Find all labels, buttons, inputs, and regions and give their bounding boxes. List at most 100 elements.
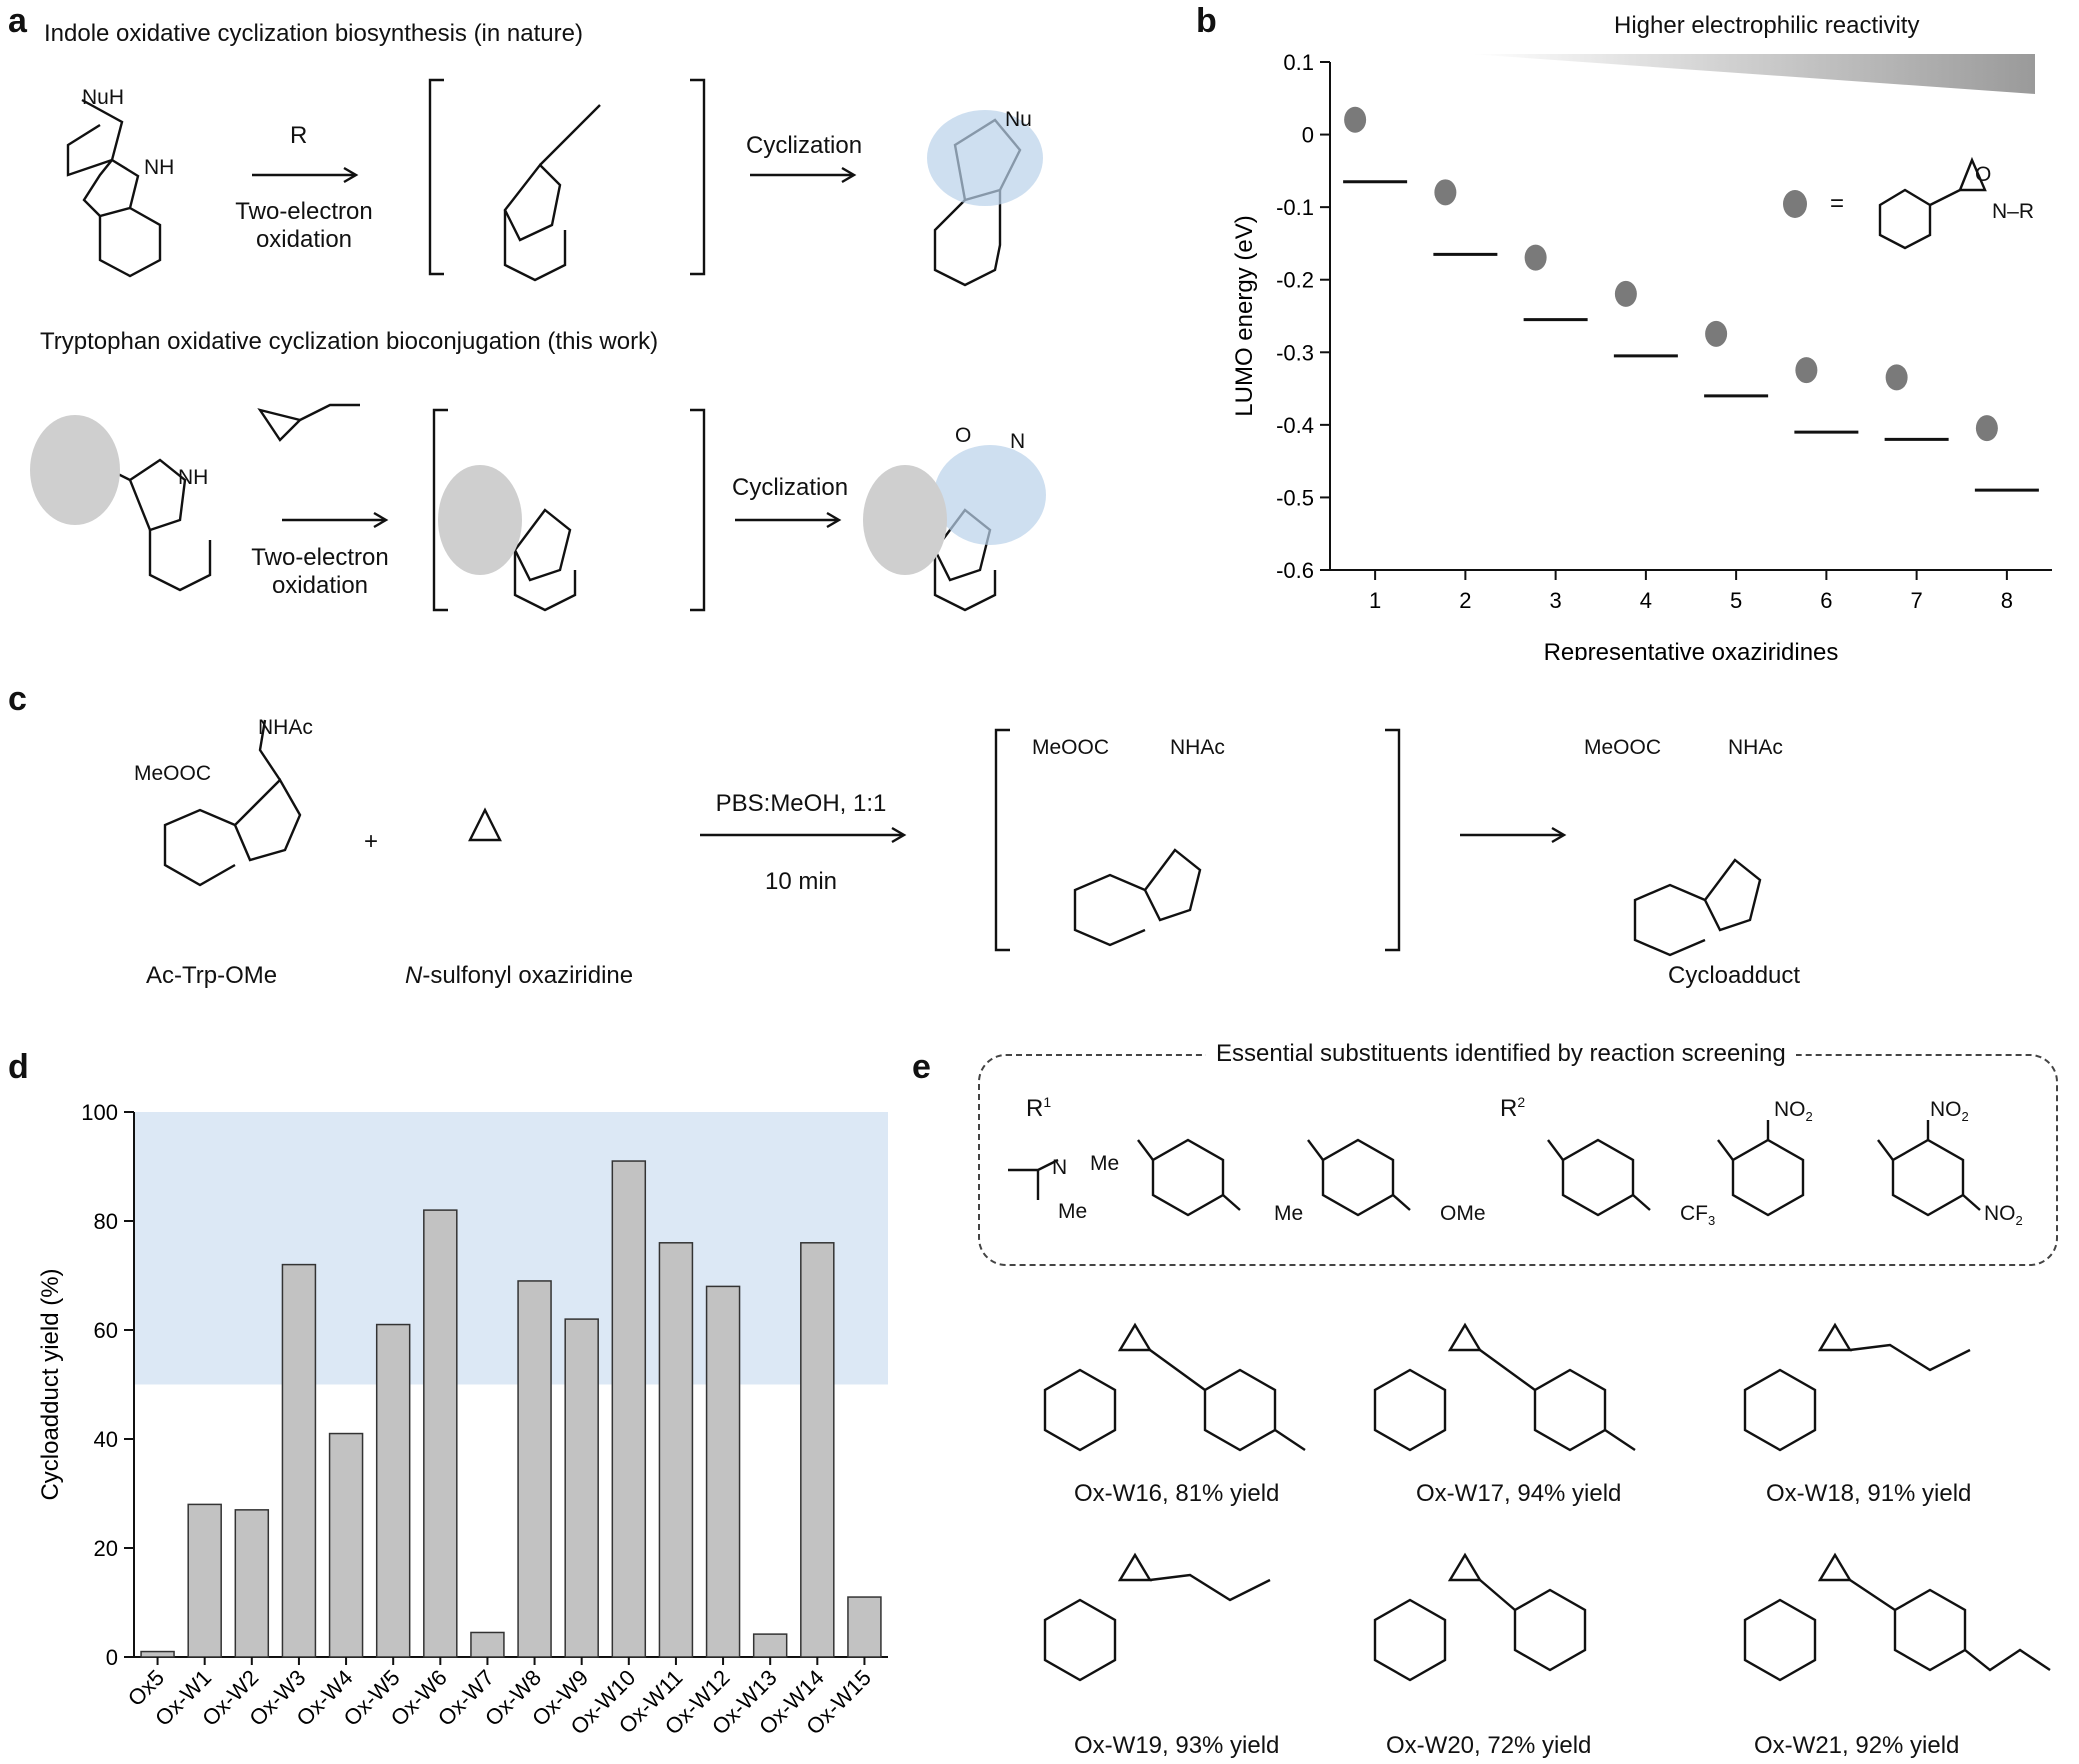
bar xyxy=(705,1285,741,1658)
panel-a-schemes xyxy=(30,78,1046,612)
protein-icon xyxy=(30,415,120,525)
oxaziridine-dot-icon xyxy=(1885,364,1908,391)
oxaziridine-dot-icon xyxy=(1795,357,1818,384)
bar xyxy=(847,1596,882,1658)
bar xyxy=(140,1650,175,1658)
two-electron-top-2: oxidation xyxy=(255,226,353,253)
protein-icon xyxy=(438,465,522,575)
sub-me-2: Me xyxy=(1058,1200,1088,1223)
meooc-2: MeOOC xyxy=(1032,736,1110,759)
bar xyxy=(517,1280,552,1658)
x-tick-label: 5 xyxy=(1730,588,1742,613)
gradient-label: Higher electrophilic reactivity xyxy=(1614,12,1920,39)
substituent-structures xyxy=(1008,1120,1981,1217)
compound-ox-w19: Ox-W19, 93% yield xyxy=(1074,1732,1280,1759)
oxaziridine-dot-icon xyxy=(1614,280,1637,307)
compound-ox-w21: Ox-W21, 92% yield xyxy=(1754,1732,1960,1759)
sub-cf3: CF3 xyxy=(1680,1202,1716,1229)
cyclization-top: Cyclization xyxy=(746,132,863,159)
reactivity-gradient xyxy=(1470,54,2035,94)
bar xyxy=(800,1242,835,1658)
meooc-3: MeOOC xyxy=(1584,736,1662,759)
oxaziridine-dot-icon xyxy=(1705,320,1728,347)
x-axis-label: Representative oxaziridines xyxy=(1544,639,1839,660)
lumo-chart: 0.1 0 -0.1 -0.2 -0.3 -0.4 -0.5 -0.6 1 2 3 4 5 6 7 8 Repr… xyxy=(1231,50,2052,660)
conditions-bottom: 10 min xyxy=(764,868,838,895)
bar xyxy=(187,1503,222,1658)
bar xyxy=(611,1160,647,1658)
x-tick-label: 7 xyxy=(1911,588,1923,613)
two-electron-top-1: Two-electron xyxy=(235,198,373,225)
sub-ome: OMe xyxy=(1440,1202,1486,1225)
oxaziridine-dot-icon xyxy=(1434,179,1457,206)
sub-n: N xyxy=(1052,1156,1068,1179)
bar xyxy=(423,1209,458,1658)
compound-ox-w17: Ox-W17, 94% yield xyxy=(1416,1480,1622,1507)
legend-nr: N–R xyxy=(1992,200,2035,223)
sub-no2-1: NO2 xyxy=(1774,1098,1813,1125)
oxaziridine-dot-icon xyxy=(1975,415,1998,442)
panel-a-label: a xyxy=(8,2,27,40)
panel-e-label: e xyxy=(912,1048,931,1086)
top-ring-highlight xyxy=(927,110,1043,206)
panel-c-label: c xyxy=(8,680,27,718)
panel-a-structures xyxy=(66,78,1022,612)
y-tick-label: -0.3 xyxy=(1276,340,1314,365)
panel-b-label: b xyxy=(1196,2,1217,40)
plus-sign: + xyxy=(364,828,379,855)
bar xyxy=(658,1242,694,1658)
substituent-box-title: Essential substituents identified by rea… xyxy=(1206,1040,1796,1068)
r1-label: R1 xyxy=(1026,1094,1052,1122)
meooc-1: MeOOC xyxy=(134,762,212,785)
compound-ox-w20: Ox-W20, 72% yield xyxy=(1386,1732,1592,1759)
x-tick-label: 6 xyxy=(1820,588,1832,613)
bar xyxy=(375,1323,411,1658)
x-tick-label: 1 xyxy=(1369,588,1381,613)
x-tick-label: 3 xyxy=(1550,588,1562,613)
y-tick-label: 60 xyxy=(94,1318,118,1343)
oxaziridine-dot-icon xyxy=(1524,244,1547,271)
panel-a-title-bottom: Tryptophan oxidative cyclization bioconj… xyxy=(40,328,659,355)
yield-chart: 020406080100Ox5Ox-W1Ox-W2Ox-W3Ox-W4Ox-W5… xyxy=(37,1100,888,1740)
reagent-r: R xyxy=(290,122,308,149)
sub-no2-2: NO2 xyxy=(1930,1098,1969,1125)
conditions-top: PBS:MeOH, 1:1 xyxy=(715,790,887,817)
y-tick-label: -0.6 xyxy=(1276,558,1314,583)
y-tick-label: 40 xyxy=(94,1427,118,1452)
legend-o: O xyxy=(1975,163,1992,186)
y-tick-label: 100 xyxy=(81,1100,118,1125)
y-tick-label: -0.5 xyxy=(1276,485,1314,510)
sub-no2-3: NO2 xyxy=(1984,1202,2023,1229)
nhac-3: NHAc xyxy=(1728,736,1783,759)
oxaziridine-label: N-sulfonyl oxaziridine xyxy=(405,962,634,989)
compound-ox-w18: Ox-W18, 91% yield xyxy=(1766,1480,1972,1507)
bar xyxy=(281,1263,317,1658)
nhac-1: NHAc xyxy=(258,716,313,739)
protein-icon xyxy=(863,465,947,575)
highlight-band xyxy=(134,1112,888,1385)
two-electron-bottom-2: oxidation xyxy=(271,572,369,599)
nhac-2: NHAc xyxy=(1170,736,1225,759)
x-tick-label: 8 xyxy=(2001,588,2013,613)
sub-me-1: Me xyxy=(1090,1152,1120,1175)
sub-me-3: Me xyxy=(1274,1202,1304,1225)
legend-dot-icon xyxy=(1783,190,1807,218)
two-electron-bottom-1: Two-electron xyxy=(251,544,389,571)
atom-o-bottom: O xyxy=(955,424,972,447)
legend-oxaziridine xyxy=(1878,156,1987,250)
oxaziridine-dot-icon xyxy=(1344,106,1367,133)
cycloadduct-label: Cycloadduct xyxy=(1668,962,1801,989)
y-tick-label: -0.2 xyxy=(1276,268,1314,293)
bar xyxy=(234,1509,270,1658)
r2-label: R2 xyxy=(1500,1094,1526,1122)
bar xyxy=(328,1432,364,1658)
panel-c-structures xyxy=(163,719,1762,957)
y-tick-label: 0 xyxy=(106,1645,118,1670)
atom-nh-bottom: NH xyxy=(178,466,209,489)
x-tick-label: 4 xyxy=(1640,588,1652,613)
y-axis-label: LUMO energy (eV) xyxy=(1231,215,1258,416)
legend-equals: = xyxy=(1830,190,1845,217)
compound-ox-w16: Ox-W16, 81% yield xyxy=(1074,1480,1280,1507)
y-tick-label: -0.4 xyxy=(1276,413,1314,438)
panel-a-title-top: Indole oxidative cyclization biosynthesi… xyxy=(44,20,583,47)
